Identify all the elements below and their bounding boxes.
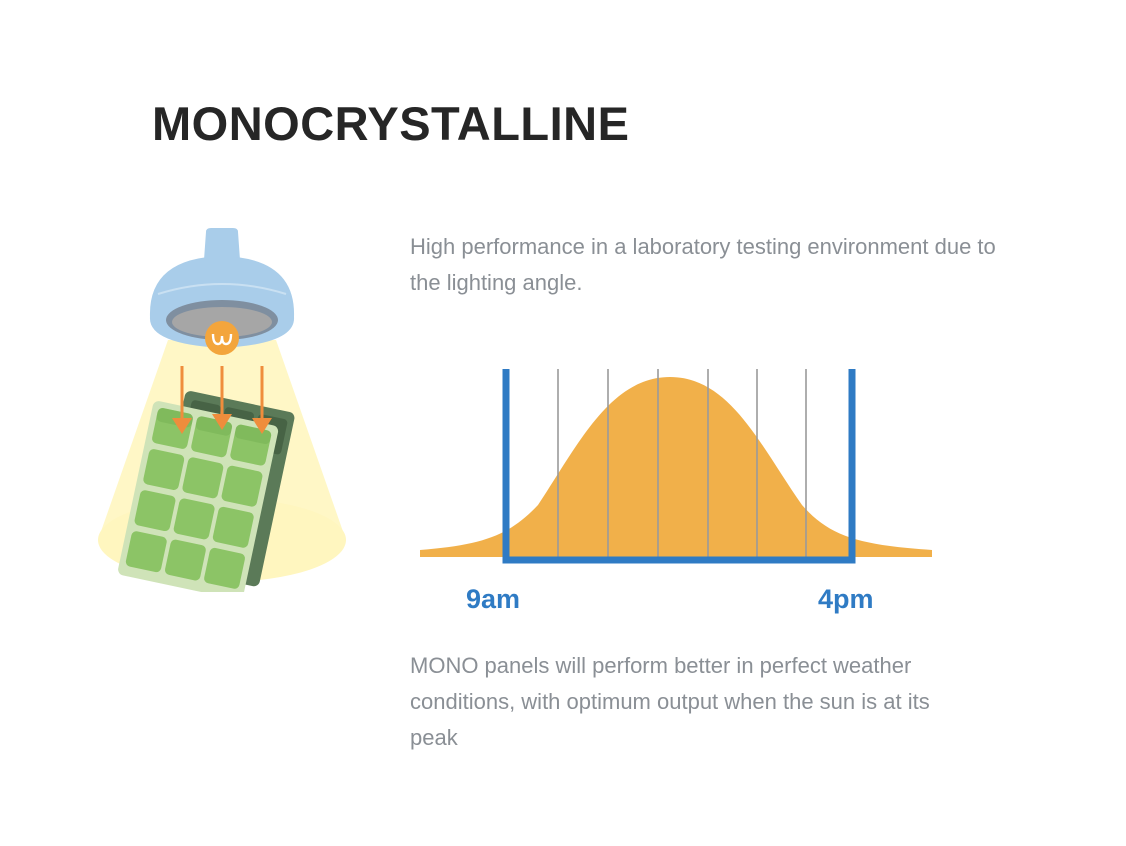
- output-curve-diagram: 9am 4pm: [420, 369, 932, 614]
- hour-gridlines: [557, 369, 807, 559]
- description-text: High performance in a laboratory testing…: [410, 234, 996, 295]
- page-title: MONOCRYSTALLINE: [152, 97, 630, 150]
- start-time-label: 9am: [466, 584, 520, 614]
- lamp-panel-illustration: [98, 228, 346, 592]
- output-curve: [420, 377, 932, 557]
- end-time-label: 4pm: [818, 584, 874, 614]
- note-text: MONO panels will perform better in perfe…: [410, 653, 930, 750]
- lamp-icon: [149, 228, 295, 355]
- peak-window-bracket: [502, 369, 856, 564]
- light-arrows: [172, 366, 272, 434]
